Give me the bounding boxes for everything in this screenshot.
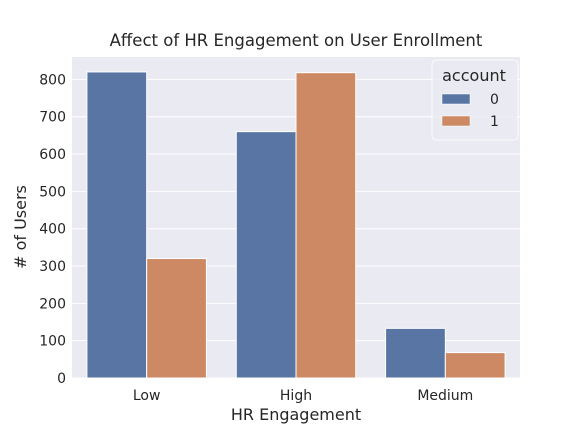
legend: account 01 [431, 59, 519, 141]
chart-title: Affect of HR Engagement on User Enrollme… [110, 31, 483, 50]
legend-swatch [441, 115, 471, 127]
y-tick-label: 500 [39, 184, 66, 200]
bar-low-account-0 [86, 71, 148, 379]
bar-medium-account-0 [385, 327, 446, 379]
bar-medium-account-1 [444, 352, 506, 379]
y-tick-label: 600 [39, 147, 66, 163]
y-axis-label: # of Users [11, 185, 30, 269]
x-tick-label: High [280, 388, 312, 404]
x-tick-label: Medium [417, 388, 473, 404]
y-tick-label: 700 [39, 110, 66, 126]
x-tick-label: Low [133, 388, 161, 404]
y-tick-label: 200 [39, 296, 66, 312]
bar-high-account-1 [295, 72, 357, 379]
legend-label: 1 [490, 114, 499, 130]
x-axis-ticks: Low High Medium [133, 388, 473, 404]
bar-low-account-1 [146, 258, 207, 379]
y-tick-label: 400 [39, 222, 66, 238]
y-tick-label: 300 [39, 259, 66, 275]
y-tick-label: 800 [39, 72, 66, 88]
legend-label: 0 [490, 92, 499, 108]
legend-items: 01 [441, 92, 499, 130]
y-tick-label: 0 [57, 371, 66, 387]
y-axis-ticks: 0 100 200 300 400 500 600 700 800 [39, 72, 66, 387]
bar-high-account-0 [235, 131, 297, 379]
bars [86, 71, 506, 379]
legend-title: account [442, 66, 506, 85]
x-axis-label: HR Engagement [231, 405, 361, 424]
legend-swatch [441, 93, 471, 105]
y-tick-label: 100 [39, 334, 66, 350]
